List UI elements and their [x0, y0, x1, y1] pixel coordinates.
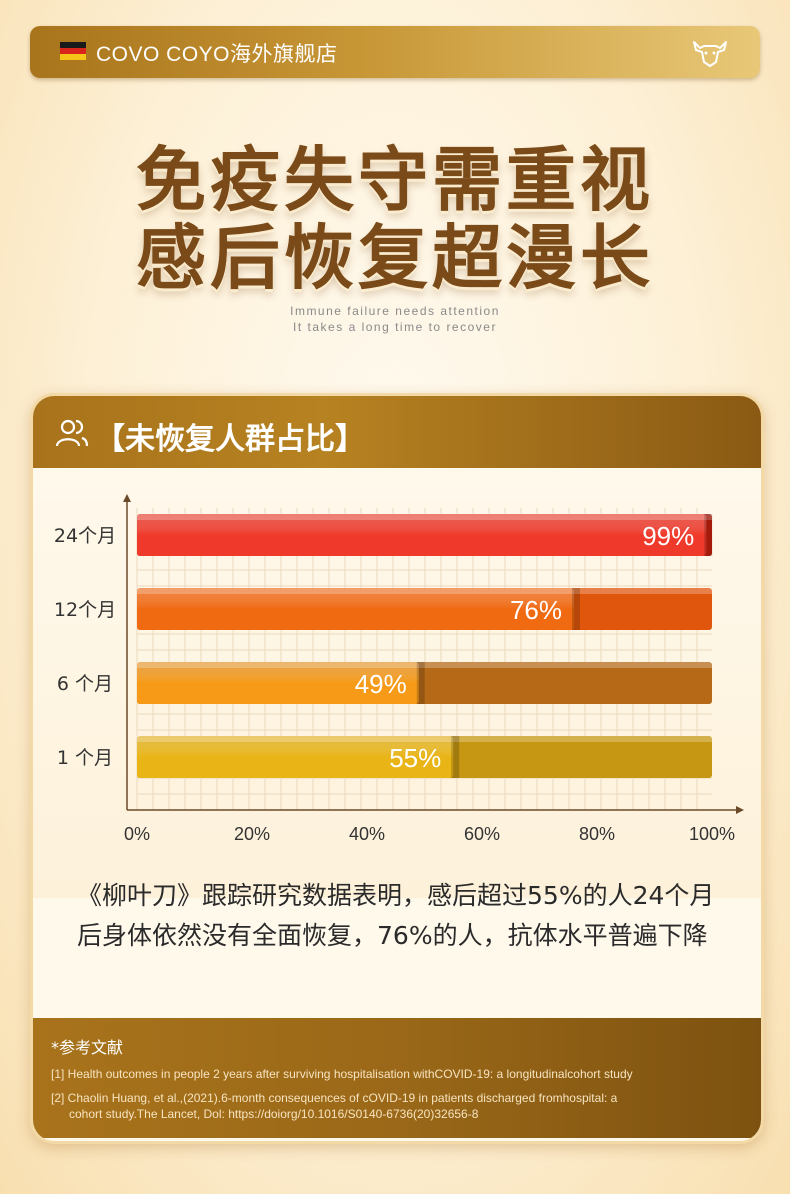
bar-bevel: [137, 514, 712, 520]
bar-chart: 0% 20% 40% 60% 80% 100% 24个月 99% 12个月 76% 6 个月 49% 1…: [54, 494, 744, 844]
bar-bevel: [137, 662, 712, 668]
chart-area: 0% 20% 40% 60% 80% 100% 24个月 99% 12个月 76% 6 个月 49% 1…: [33, 468, 761, 898]
store-name: COVO COYO海外旗舰店: [96, 43, 338, 66]
subtitle-line-1: Immune failure needs attention: [290, 304, 500, 318]
category-label: 12个月: [54, 599, 116, 621]
x-tick-label: 0%: [124, 824, 150, 844]
category-label: 1 个月: [57, 747, 113, 769]
store-header-bar: COVO COYO海外旗舰店: [30, 26, 760, 78]
card-title: 【未恢复人群占比】: [95, 422, 365, 457]
headline-line-2: 感后恢复超漫长: [136, 217, 654, 299]
people-icon: [55, 419, 89, 447]
category-label: 6 个月: [57, 673, 113, 695]
x-tick-label: 20%: [234, 824, 270, 844]
bar-value-label: 99%: [642, 521, 694, 551]
bar-overlay: [137, 662, 419, 704]
bar-end-cap: [451, 736, 460, 778]
study-description: 《柳叶刀》跟踪研究数据表明，感后超过55%的人24个月后身体依然没有全面恢复，7…: [77, 881, 715, 950]
bar-overlay: [137, 588, 574, 630]
germany-flag-icon: [60, 42, 86, 60]
category-label: 24个月: [54, 525, 116, 547]
x-axis-arrow: [736, 806, 744, 814]
headline-line-1: 免疫失守需重视: [136, 139, 654, 221]
x-tick-label: 60%: [464, 824, 500, 844]
bar-bevel: [137, 736, 712, 742]
references-title: *参考文献: [51, 1038, 124, 1057]
cow-head-icon: [693, 41, 727, 67]
bar-end-cap: [416, 662, 425, 704]
card-header: 【未恢复人群占比】: [33, 396, 761, 468]
stats-card: 【未恢复人群占比】 0% 20% 40% 60% 80% 100% 24个月 99% 12个月 7…: [30, 393, 764, 1144]
reference-item: [1] Health outcomes in people 2 years af…: [51, 1067, 633, 1081]
bar-end-cap: [704, 514, 713, 556]
bar-overlay: [137, 736, 454, 778]
x-tick-label: 100%: [689, 824, 735, 844]
bar-bevel: [137, 588, 712, 594]
bar-value-label: 76%: [510, 595, 562, 625]
bar-end-cap: [572, 588, 580, 630]
reference-item: cohort study.The Lancet, Dol: https://do…: [69, 1107, 479, 1121]
bar-overlay: [137, 514, 707, 556]
x-tick-label: 40%: [349, 824, 385, 844]
y-axis-arrow: [123, 494, 131, 502]
references-section: *参考文献 [1] Health outcomes in people 2 ye…: [33, 1018, 761, 1138]
reference-item: [2] Chaolin Huang, et al.,(2021).6-month…: [51, 1091, 618, 1105]
x-tick-label: 80%: [579, 824, 615, 844]
bar-value-label: 49%: [355, 669, 407, 699]
subtitle-line-2: It takes a long time to recover: [293, 320, 497, 334]
bar-value-label: 55%: [389, 743, 441, 773]
